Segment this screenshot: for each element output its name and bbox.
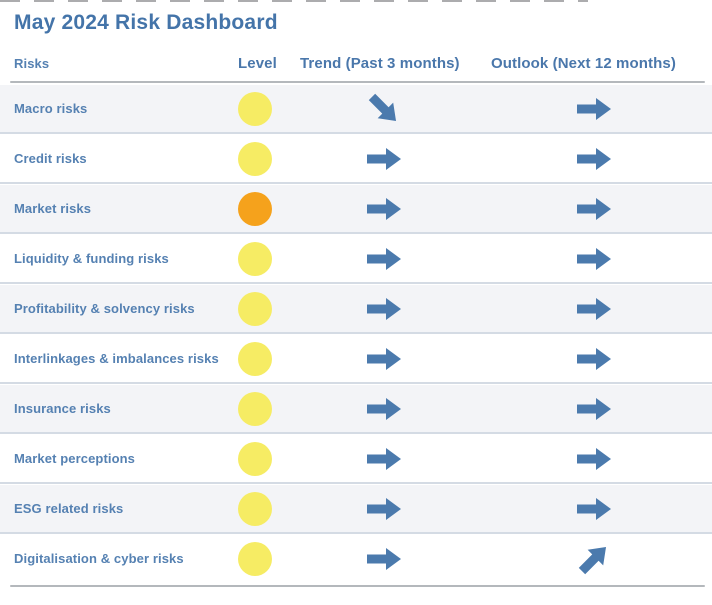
risk-level-indicator [238,541,272,576]
column-header-outlook: Outlook (Next 12 months) [491,55,676,72]
outlook-arrow-icon [577,397,611,420]
risk-level-indicator [238,391,272,426]
table-header-row: Risks Level Trend (Past 3 months) Outloo… [0,55,712,72]
trend-arrow-icon [367,347,401,370]
outlook-arrow-icon [577,447,611,470]
trend-arrow-icon [367,247,401,270]
outlook-arrow-icon [577,197,611,220]
outlook-arrow-icon [577,347,611,370]
trend-arrow-icon [367,497,401,520]
table-row: Macro risks [0,85,712,134]
risk-label: Digitalisation & cyber risks [14,551,184,566]
table-row: Digitalisation & cyber risks [0,535,712,584]
risk-level-indicator [238,191,272,226]
risk-label: Interlinkages & imbalances risks [14,351,219,366]
outlook-arrow-icon [577,497,611,520]
table-row: Insurance risks [0,385,712,434]
table-row: ESG related risks [0,485,712,534]
outlook-arrow-icon [577,247,611,270]
outlook-arrow-icon [577,147,611,170]
risk-label: Profitability & solvency risks [14,301,195,316]
table-row: Interlinkages & imbalances risks [0,335,712,384]
risk-level-indicator [238,241,272,276]
risk-label: Credit risks [14,151,87,166]
risk-label: Insurance risks [14,401,111,416]
outlook-arrow-icon [578,546,607,574]
outlook-arrow-icon [577,97,611,120]
risk-level-indicator [238,91,272,126]
column-header-level: Level [238,55,277,72]
trend-arrow-icon [367,147,401,170]
trend-arrow-icon [367,447,401,470]
risk-label: Market risks [14,201,92,216]
trend-arrow-icon [367,547,401,570]
risk-table-body: Macro risks Credit risks [0,85,712,584]
risk-label: Liquidity & funding risks [14,251,169,266]
column-header-trend: Trend (Past 3 months) [300,55,460,72]
column-header-risks: Risks [14,56,50,71]
table-row: Market risks [0,185,712,234]
risk-level-indicator [238,341,272,376]
risk-level-indicator [238,141,272,176]
outlook-arrow-icon [577,297,611,320]
trend-arrow-icon [367,297,401,320]
table-row: Profitability & solvency risks [0,285,712,334]
header-divider [10,81,705,83]
table-row: Liquidity & funding risks [0,235,712,284]
trend-arrow-icon [367,397,401,420]
risk-label: ESG related risks [14,501,124,516]
page-title: May 2024 Risk Dashboard [14,11,278,34]
risk-label: Market perceptions [14,451,136,466]
table-row: Credit risks [0,135,712,184]
risk-label: Macro risks [14,101,88,116]
trend-arrow-icon [367,197,401,220]
risk-level-indicator [238,291,272,326]
trend-arrow-icon [368,93,397,121]
risk-level-indicator [238,491,272,526]
table-row: Market perceptions [0,435,712,484]
bottom-divider [10,585,705,587]
risk-level-indicator [238,441,272,476]
top-edge-crop-artifact [0,0,588,2]
